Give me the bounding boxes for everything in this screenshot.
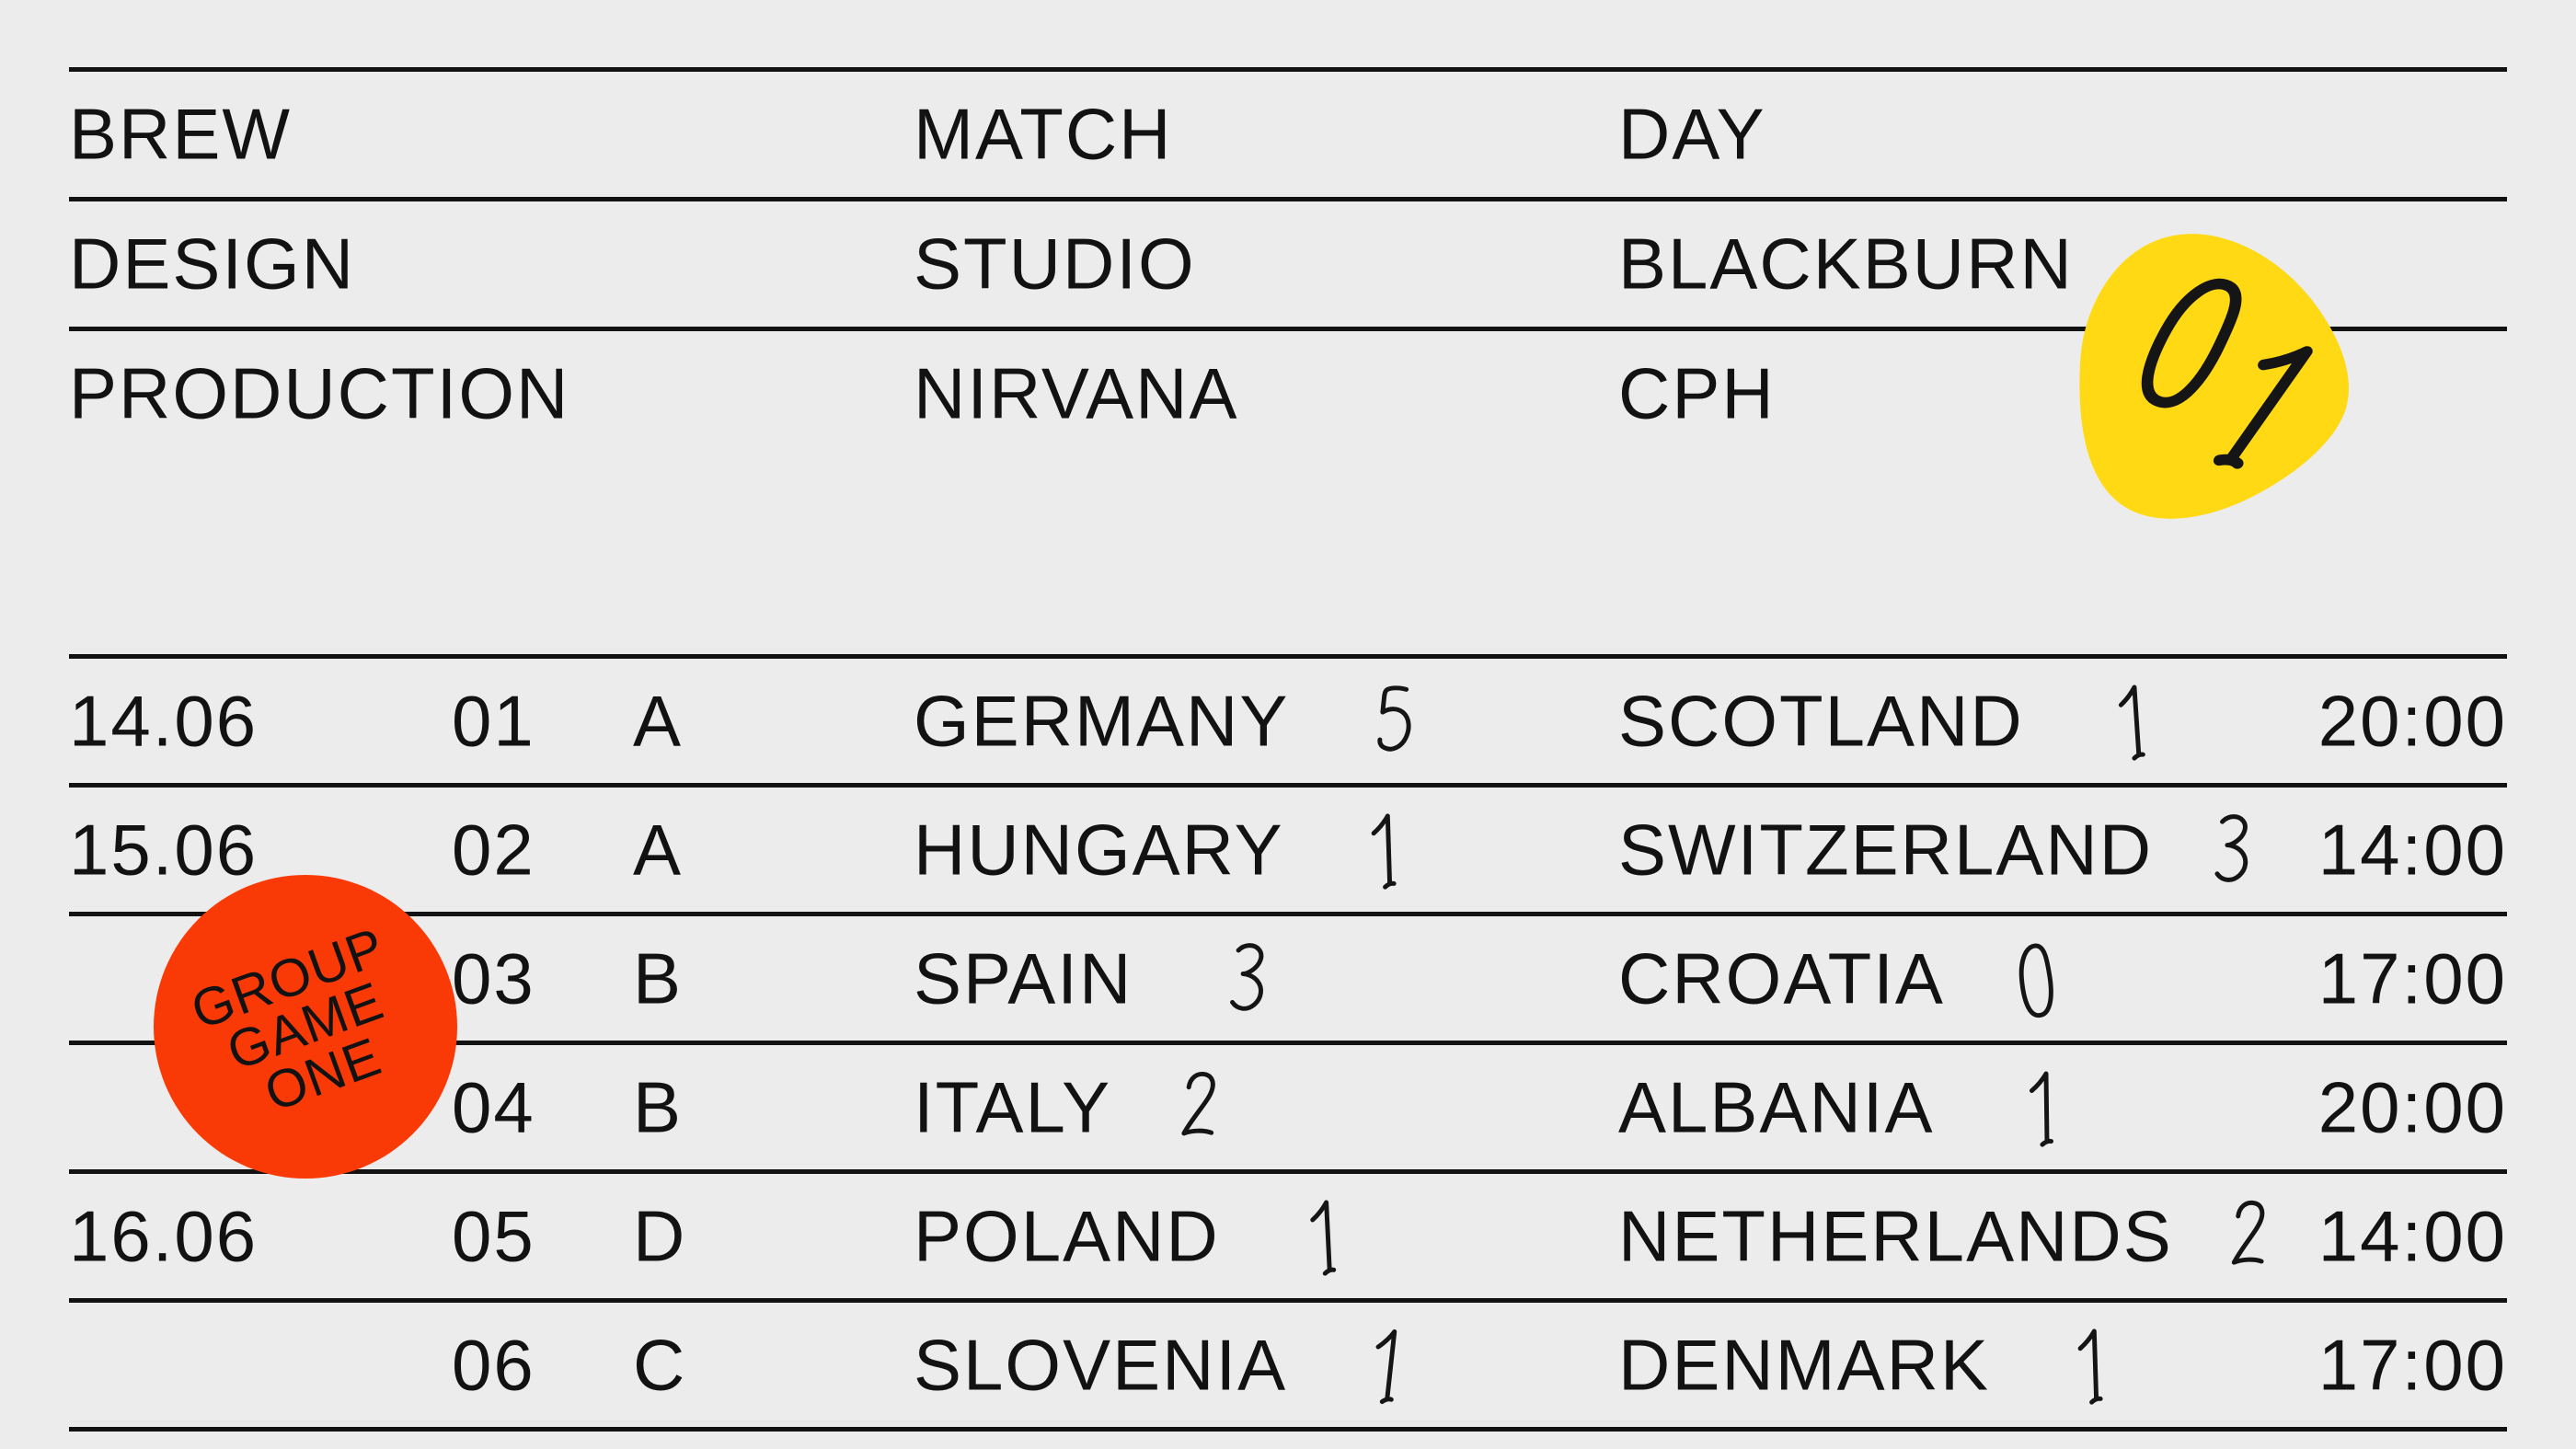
matchday-number [2088, 249, 2363, 500]
group-letter: B [633, 1066, 684, 1147]
home-team: SLOVENIA [914, 1324, 1288, 1405]
match-row-03: 03 B SPAIN CROATIA 17:00 [69, 912, 2507, 1041]
header-row: PRODUCTION NIRVANA CPH [69, 327, 2507, 456]
kickoff-time: 20:00 [2317, 1066, 2507, 1147]
group-letter: A [633, 680, 684, 761]
match-number: 01 [452, 680, 535, 761]
away-score-handwritten [2008, 935, 2064, 1027]
match-number: 03 [452, 937, 535, 1018]
match-number: 05 [452, 1195, 535, 1276]
home-team: SPAIN [914, 937, 1133, 1018]
match-row-04: 04 B ITALY ALBANIA 20:00 [69, 1041, 2507, 1169]
matchday-digit [2176, 314, 2351, 500]
matchday-badge [2074, 230, 2363, 526]
home-score-handwritten [1222, 936, 1276, 1027]
header-cell-design: DESIGN [69, 223, 356, 305]
match-row-06: 06 C SLOVENIA DENMARK 17:00 [69, 1298, 2507, 1427]
header-cell-nirvana: NIRVANA [914, 352, 1239, 434]
match-table: 14.06 01 A GERMANY SCOTLAND 20:00 15.06 … [69, 654, 2507, 1449]
away-team: ALBANIA [1618, 1066, 1935, 1147]
kickoff-time: 17:00 [2317, 1324, 2507, 1405]
match-row-02: 15.06 02 A HUNGARY SWITZERLAND 14:00 [69, 783, 2507, 912]
header-cell-cph: CPH [1618, 352, 1776, 434]
away-team: SCOTLAND [1618, 680, 2024, 761]
match-number: 06 [452, 1324, 535, 1405]
match-row-05: 16.06 05 D POLAND NETHERLANDS 14:00 [69, 1169, 2507, 1298]
away-team: CROATIA [1618, 937, 1945, 1018]
kickoff-time: 17:00 [2317, 937, 2507, 1018]
group-letter: C [633, 1324, 687, 1405]
yellow-blob-shape [2079, 234, 2349, 519]
home-team: ITALY [914, 1066, 1112, 1147]
home-team: POLAND [914, 1195, 1220, 1276]
match-date: 14.06 [69, 680, 259, 761]
header-cell-brew: BREW [69, 93, 292, 175]
matchday-digit [2088, 249, 2277, 459]
header-cell-day: DAY [1618, 93, 1766, 175]
poster-header: BREW MATCH DAY DESIGN STUDIO BLACKBURN P… [69, 67, 2507, 456]
header-cell-match: MATCH [914, 93, 1173, 175]
away-score-handwritten [2104, 676, 2166, 771]
kickoff-time: 20:00 [2317, 680, 2507, 761]
home-team: GERMANY [914, 680, 1290, 761]
kickoff-time: 14:00 [2317, 809, 2507, 890]
home-score-handwritten [1369, 678, 1423, 769]
home-score-handwritten [1295, 1191, 1355, 1285]
group-letter: D [633, 1195, 687, 1276]
group-letter: A [633, 809, 684, 890]
away-score-handwritten [2206, 807, 2259, 897]
home-team: HUNGARY [914, 809, 1284, 890]
away-team: SWITZERLAND [1618, 809, 2154, 890]
away-score-handwritten [2223, 1193, 2277, 1284]
away-score-handwritten [2016, 1064, 2073, 1156]
home-score-handwritten [1172, 1064, 1228, 1156]
match-row-07: 07 C SERBIA ENGLAND 20:00 [69, 1427, 2507, 1449]
header-row: BREW MATCH DAY [69, 67, 2507, 197]
kickoff-time: 14:00 [2317, 1195, 2507, 1276]
header-cell-production: PRODUCTION [69, 352, 570, 434]
header-cell-studio: STUDIO [914, 223, 1196, 305]
match-date: 16.06 [69, 1195, 259, 1276]
away-team: NETHERLANDS [1618, 1195, 2173, 1276]
away-team: DENMARK [1618, 1324, 1991, 1405]
away-score-handwritten [2064, 1320, 2122, 1413]
header-cell-blackburn: BLACKBURN [1618, 223, 2074, 305]
match-number: 02 [452, 809, 535, 890]
match-date: 15.06 [69, 809, 259, 890]
match-row-01: 14.06 01 A GERMANY SCOTLAND 20:00 [69, 654, 2507, 783]
home-score-handwritten [1357, 805, 1416, 898]
home-score-handwritten [1362, 1322, 1414, 1412]
match-number: 04 [452, 1066, 535, 1147]
header-row: DESIGN STUDIO BLACKBURN [69, 197, 2507, 327]
group-letter: B [633, 937, 684, 1018]
group-game-badge: GROUP GAME ONE [154, 875, 457, 1179]
